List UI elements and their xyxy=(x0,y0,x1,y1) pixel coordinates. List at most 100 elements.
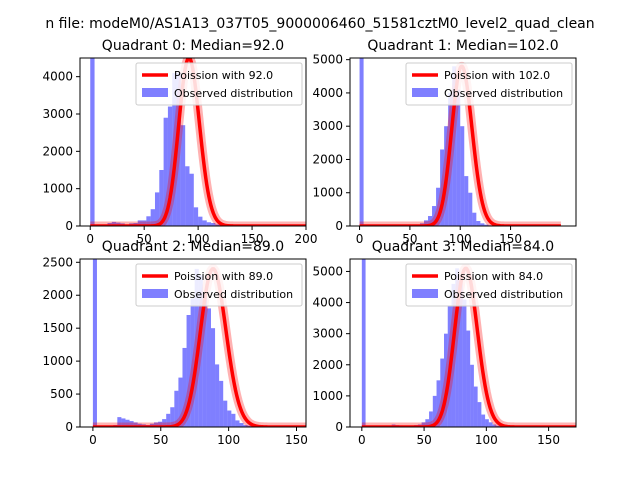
poisson-curve-band xyxy=(86,58,306,226)
legend-patch-swatch xyxy=(412,88,438,97)
subplot-title: Quadrant 1: Median=102.0 xyxy=(367,38,558,54)
x-tick-label: 100 xyxy=(475,433,498,447)
y-tick-label: 2500 xyxy=(42,255,73,269)
x-tick-label: 0 xyxy=(358,433,366,447)
histogram-bar xyxy=(476,221,481,226)
histogram-bar xyxy=(202,220,207,226)
x-tick-label: 150 xyxy=(537,433,560,447)
histogram-bar xyxy=(429,411,433,427)
histogram-bar xyxy=(485,419,489,427)
histogram-bar xyxy=(361,259,366,427)
legend-box xyxy=(135,62,303,106)
legend-box xyxy=(405,263,573,307)
histogram-bar xyxy=(460,126,465,226)
y-tick-label: 0 xyxy=(65,219,73,233)
histogram-bar xyxy=(492,424,497,427)
x-tick-label: 0 xyxy=(86,232,94,246)
histogram-bar xyxy=(231,413,236,427)
legend-patch-swatch xyxy=(412,289,438,298)
legend-box xyxy=(135,263,303,307)
histogram-bar xyxy=(121,418,126,427)
histogram-bar xyxy=(202,291,207,427)
axes-frame xyxy=(349,57,577,227)
y-tick-label: 3000 xyxy=(312,327,343,341)
histogram-bar xyxy=(198,216,203,226)
y-tick-label: 4000 xyxy=(312,86,343,100)
histogram-bar xyxy=(159,170,164,226)
histogram-bar xyxy=(421,422,426,427)
histogram-bar xyxy=(117,417,122,427)
histogram-bar xyxy=(162,419,167,427)
histogram-bar xyxy=(92,259,97,427)
histogram-bar xyxy=(432,395,437,427)
y-tick-label: 4000 xyxy=(312,296,343,310)
histogram-bar xyxy=(153,422,159,427)
histogram-bar xyxy=(176,72,181,226)
histogram-bar xyxy=(466,330,471,427)
legend: Poission with 92.0 Observed distribution xyxy=(135,62,303,106)
histogram-bar xyxy=(198,275,203,427)
histogram-bar xyxy=(432,206,437,226)
y-tick-label: 4000 xyxy=(42,70,73,84)
histogram-bar xyxy=(473,386,478,427)
y-tick-label: 2000 xyxy=(312,152,343,166)
histogram-bar xyxy=(428,216,433,226)
legend: Poission with 102.0 Observed distribution xyxy=(405,62,573,106)
x-tick-label: 200 xyxy=(295,232,318,246)
histogram-bar xyxy=(172,72,177,226)
histogram-bar xyxy=(215,364,220,427)
y-tick-label: 1000 xyxy=(42,354,73,368)
legend-entry-poisson: Poission with 84.0 xyxy=(444,270,543,283)
histogram-bar xyxy=(436,187,441,226)
histogram-bar xyxy=(464,176,469,226)
histogram-bar xyxy=(477,402,482,427)
x-tick-label: 100 xyxy=(187,232,210,246)
y-tick-label: 5000 xyxy=(312,264,343,278)
subplot-title: Quadrant 0: Median=92.0 xyxy=(102,38,284,54)
x-tick-label: 50 xyxy=(402,232,417,246)
axes-frame xyxy=(79,258,307,428)
legend-entry-poisson: Poission with 102.0 xyxy=(444,69,550,82)
axes-frame xyxy=(349,258,577,428)
histogram-bar xyxy=(193,207,199,226)
histogram-bar xyxy=(481,414,486,427)
histogram-bar xyxy=(170,407,175,427)
legend-patch-swatch xyxy=(142,289,168,298)
histogram-bar xyxy=(468,192,473,226)
histogram-bar xyxy=(90,58,95,226)
y-tick-label: 3000 xyxy=(312,119,343,133)
legend-entry-observed: Observed distribution xyxy=(444,288,563,301)
y-tick-label: 1000 xyxy=(312,186,343,200)
histogram-bar xyxy=(142,220,147,226)
plot-area xyxy=(86,58,306,226)
histogram-bar xyxy=(154,192,160,226)
legend-entry-observed: Observed distribution xyxy=(174,87,293,100)
y-tick-label: 0 xyxy=(335,420,343,434)
histogram-bar xyxy=(243,425,248,427)
subplot-title: Quadrant 3: Median=84.0 xyxy=(372,239,554,255)
histogram-bar xyxy=(211,223,216,226)
y-tick-label: 0 xyxy=(65,420,73,434)
y-tick-label: 500 xyxy=(50,387,73,401)
histogram-bar xyxy=(178,377,183,427)
histogram-bar xyxy=(235,420,240,427)
histogram-bar xyxy=(206,308,211,427)
y-tick-label: 1000 xyxy=(312,389,343,403)
histogram-bar xyxy=(163,117,168,226)
y-tick-label: 3000 xyxy=(42,107,73,121)
subplot-title: Quadrant 2: Median=89.0 xyxy=(102,239,284,255)
histogram-bar xyxy=(167,106,173,226)
histogram-bar xyxy=(158,421,163,427)
histogram-bar xyxy=(146,216,151,226)
histogram-bar xyxy=(484,224,489,226)
histogram-bar xyxy=(440,149,445,226)
histogram-bar xyxy=(423,220,429,226)
histogram-bar xyxy=(111,221,117,226)
histogram-bar xyxy=(174,390,179,427)
histogram-bar xyxy=(210,328,216,427)
legend: Poission with 89.0 Observed distribution xyxy=(135,263,303,307)
histogram-bar xyxy=(137,220,143,226)
histogram-bar xyxy=(189,173,194,226)
